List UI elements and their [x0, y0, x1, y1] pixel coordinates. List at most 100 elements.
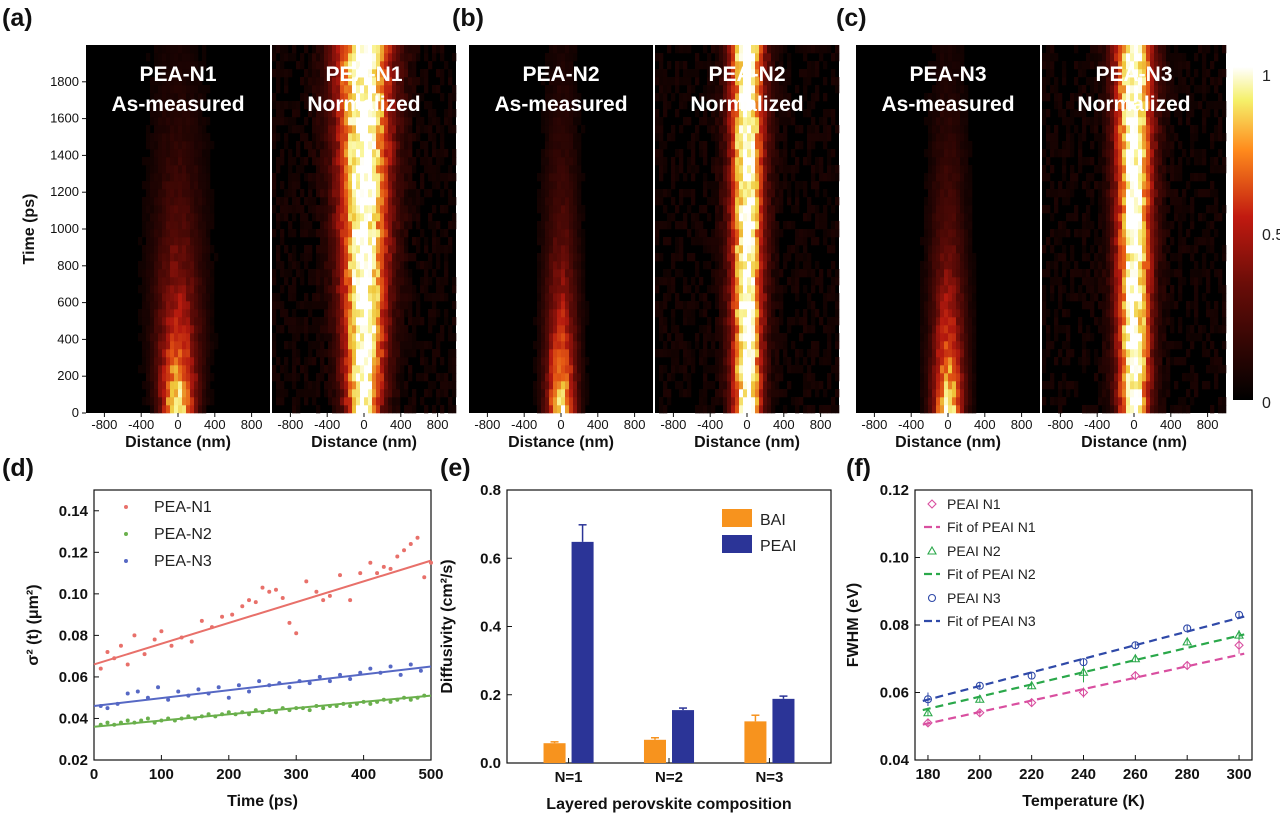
heatmap-cell	[811, 173, 816, 182]
heatmap-cell	[340, 173, 345, 182]
heatmap-cell	[174, 85, 179, 94]
heatmap-cell	[581, 341, 586, 350]
heatmap-cell	[735, 269, 740, 278]
heatmap-cell	[779, 149, 784, 158]
heatmap-cell	[561, 157, 566, 166]
heatmap-cell	[436, 245, 441, 254]
heatmap-cell	[944, 117, 949, 126]
heatmap-cell	[687, 317, 692, 326]
heatmap-cell	[763, 141, 768, 150]
heatmap-cell	[719, 333, 724, 342]
heatmap-cell	[194, 301, 199, 310]
heatmap-cell	[731, 117, 736, 126]
heatmap-cell	[549, 197, 554, 206]
heatmap-cell	[581, 277, 586, 286]
heatmap-cell	[743, 117, 748, 126]
heatmap-cell	[787, 93, 792, 102]
heatmap-cell	[328, 173, 333, 182]
x-tick-label: 0	[944, 417, 951, 432]
heatmap-cell	[170, 45, 175, 54]
heatmap-cell	[541, 173, 546, 182]
heatmap-cell	[655, 301, 660, 310]
heatmap-cell	[336, 317, 341, 326]
heatmap-cell	[400, 69, 405, 78]
heatmap-cell	[771, 261, 776, 270]
heatmap-cell	[667, 277, 672, 286]
heatmap-cell	[328, 341, 333, 350]
heatmap-cell	[944, 109, 949, 118]
heatmap-cell	[581, 365, 586, 374]
heatmap-cell	[364, 133, 369, 142]
heatmap-cell	[1138, 397, 1143, 406]
heatmap-cell	[328, 101, 333, 110]
heatmap-cell	[735, 333, 740, 342]
heatmap-title-line1: PEA-N2	[522, 63, 599, 86]
heatmap-cell	[585, 373, 590, 382]
heatmap-cell	[332, 141, 337, 150]
heatmap-cell	[763, 157, 768, 166]
heatmap-cell	[316, 293, 321, 302]
heatmap-cell	[372, 373, 377, 382]
heatmap-cell	[739, 261, 744, 270]
heatmap-cell	[440, 69, 445, 78]
heatmap-cell	[324, 109, 329, 118]
heatmap-cell	[174, 157, 179, 166]
heatmap-cell	[775, 85, 780, 94]
heatmap-cell	[372, 173, 377, 182]
heatmap-cell	[336, 253, 341, 262]
heatmap-cell	[194, 325, 199, 334]
heatmap-cell	[928, 381, 933, 390]
heatmap-cell	[952, 349, 957, 358]
heatmap-cell	[408, 141, 413, 150]
heatmap-cell	[928, 61, 933, 70]
heatmap-cell	[376, 253, 381, 262]
heatmap-cell	[569, 173, 574, 182]
heatmap-cell	[667, 373, 672, 382]
heatmap-cell	[964, 237, 969, 246]
heatmap-cell	[150, 133, 155, 142]
heatmap-cell	[759, 141, 764, 150]
heatmap-cell	[424, 189, 429, 198]
heatmap-cell	[288, 149, 293, 158]
heatmap-cell	[364, 165, 369, 174]
heatmap-cell	[948, 397, 953, 406]
heatmap-cell	[735, 373, 740, 382]
heatmap-cell	[364, 45, 369, 54]
heatmap-cell	[154, 141, 159, 150]
heatmap-cell	[372, 205, 377, 214]
heatmap-cell	[811, 357, 816, 366]
heatmap-cell	[751, 125, 756, 134]
heatmap-cell	[811, 141, 816, 150]
heatmap-cell	[182, 285, 187, 294]
heatmap-cell	[711, 77, 716, 86]
heatmap-cell	[162, 205, 167, 214]
heatmap-cell	[779, 133, 784, 142]
heatmap-cell	[795, 205, 800, 214]
heatmap-cell	[956, 69, 961, 78]
heatmap-cell	[194, 133, 199, 142]
heatmap-cell	[783, 173, 788, 182]
heatmap-cell	[940, 61, 945, 70]
heatmap-cell	[328, 93, 333, 102]
heatmap-cell	[827, 293, 832, 302]
heatmap-cell	[384, 397, 389, 406]
heatmap-cell	[174, 45, 179, 54]
heatmap-cell	[952, 253, 957, 262]
heatmap-cell	[659, 61, 664, 70]
heatmap-cell	[150, 293, 155, 302]
heatmap-cell	[158, 133, 163, 142]
heatmap-cell	[404, 141, 409, 150]
heatmap-cell	[198, 253, 203, 262]
heatmap-cell	[332, 45, 337, 54]
heatmap-cell	[170, 325, 175, 334]
heatmap-cell	[182, 325, 187, 334]
heatmap-cell	[166, 317, 171, 326]
heatmap-cell	[835, 301, 840, 310]
heatmap-cell	[304, 245, 309, 254]
heatmap-cell	[272, 133, 277, 142]
heatmap-cell	[695, 213, 700, 222]
heatmap-cell	[932, 117, 937, 126]
heatmap-cell	[735, 133, 740, 142]
heatmap-cell	[190, 149, 195, 158]
heatmap-cell	[1170, 405, 1175, 414]
